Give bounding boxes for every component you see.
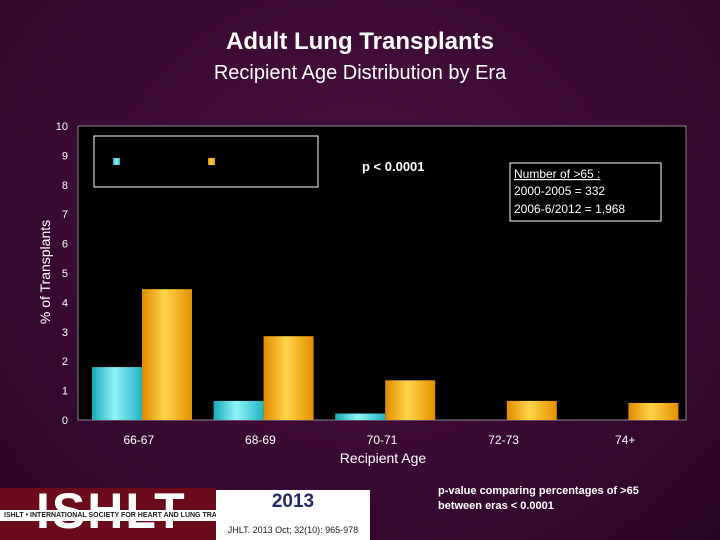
y-tick-label: 0 [62, 415, 68, 427]
x-tick-label: 66-67 [123, 433, 154, 447]
y-tick-label: 10 [56, 121, 68, 133]
legend-swatch-series2 [208, 158, 215, 165]
y-tick-label: 4 [62, 297, 68, 309]
x-tick-label: 70-71 [367, 433, 398, 447]
x-tick-label: 68-69 [245, 433, 276, 447]
y-tick-label: 1 [62, 386, 68, 398]
y-tick-label: 6 [62, 239, 68, 251]
ishlt-logo-subtitle: ISHLT • INTERNATIONAL SOCIETY FOR HEART … [4, 512, 271, 519]
count-box-era1: 2000-2005 = 332 [514, 184, 605, 198]
bar-series2-70-71 [385, 380, 436, 420]
bar-series1-66-67 [92, 367, 142, 420]
y-tick-label: 7 [62, 209, 68, 221]
bar-series2-66-67 [142, 289, 192, 420]
y-tick-label: 8 [62, 180, 68, 192]
bar-series2-72-73 [506, 400, 557, 420]
y-axis-label: % of Transplants [37, 220, 53, 324]
footer-note-line1: p-value comparing percentages of >65 [438, 485, 639, 497]
y-tick-label: 2 [62, 356, 68, 368]
count-box-title: Number of >65 : [514, 167, 600, 181]
x-tick-label: 74+ [615, 433, 635, 447]
citation-year: 2013 [271, 491, 315, 512]
bar-series1-68-69 [213, 400, 264, 420]
count-box [509, 162, 662, 222]
logo-strip [0, 510, 368, 521]
legend-box [93, 135, 319, 188]
citation-reference: JHLT. 2013 Oct; 32(10): 965-978 [227, 525, 359, 535]
bar-series2-68-69 [263, 336, 314, 420]
chart-title: Adult Lung Transplants [226, 28, 494, 55]
bar-series1-70-71 [335, 413, 386, 420]
y-tick-label: 3 [62, 327, 68, 339]
chart-subtitle: Recipient Age Distribution by Era [213, 62, 507, 84]
p-value-label: p < 0.0001 [362, 159, 425, 174]
x-tick-label: 72-73 [488, 433, 519, 447]
legend-swatch-series1 [113, 158, 120, 165]
bar-series2-74+ [628, 402, 679, 420]
citation-box: 2013 JHLT. 2013 Oct; 32(10): 965-978 [216, 490, 370, 540]
y-tick-label: 9 [62, 150, 68, 162]
footer-note-line2: between eras < 0.0001 [438, 500, 554, 512]
count-box-era2: 2006-6/2012 = 1,968 [514, 202, 625, 216]
footer-note: p-value comparing percentages of >65 bet… [438, 484, 698, 514]
x-axis-label: Recipient Age [340, 450, 427, 466]
y-tick-label: 5 [62, 268, 68, 280]
